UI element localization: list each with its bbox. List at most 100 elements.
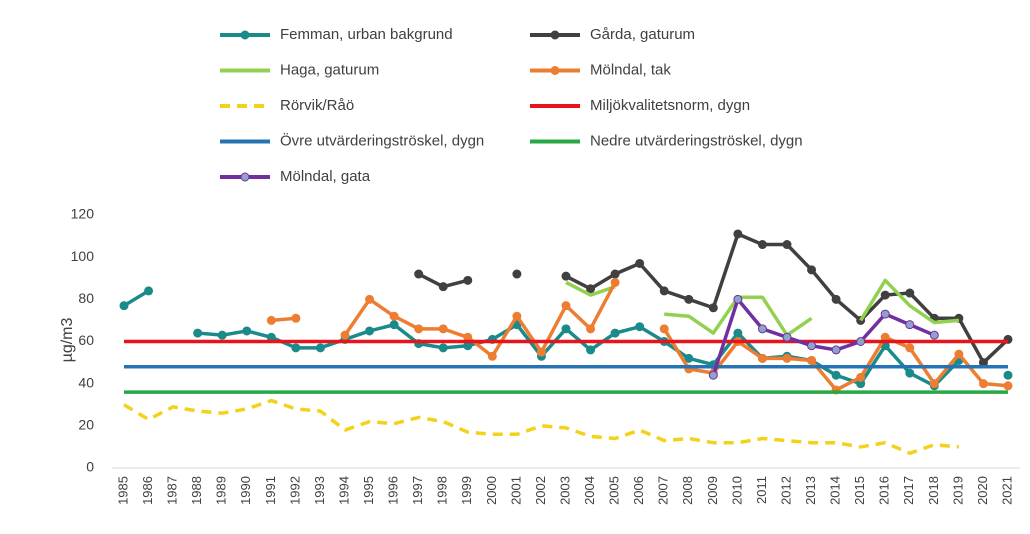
- y-tick-label: 100: [71, 248, 95, 264]
- marker: [119, 301, 129, 311]
- legend-marker: [240, 30, 250, 40]
- legend-label: Haga, gaturum: [280, 61, 379, 78]
- marker: [929, 379, 939, 389]
- marker: [880, 290, 890, 300]
- y-tick-label: 120: [71, 206, 95, 222]
- marker: [463, 275, 473, 285]
- marker: [561, 271, 571, 281]
- legend-label: Femman, urban bakgrund: [280, 26, 453, 43]
- marker: [831, 370, 841, 380]
- marker: [586, 345, 596, 355]
- marker: [733, 328, 743, 338]
- marker: [905, 320, 915, 330]
- marker: [536, 347, 546, 357]
- marker: [1003, 370, 1013, 380]
- legend-label: Nedre utvärderingströskel, dygn: [590, 132, 803, 149]
- marker: [708, 370, 718, 380]
- marker: [807, 265, 817, 275]
- marker: [929, 330, 939, 340]
- marker: [807, 355, 817, 365]
- x-tick-label: 1990: [238, 476, 253, 505]
- x-tick-label: 2014: [828, 476, 843, 505]
- x-tick-label: 2010: [729, 476, 744, 505]
- x-tick-label: 2002: [533, 476, 548, 505]
- y-tick-label: 60: [78, 332, 94, 348]
- legend-marker: [550, 30, 560, 40]
- series-line: [711, 297, 936, 376]
- x-tick-label: 2000: [484, 476, 499, 505]
- x-tick-label: 1996: [386, 476, 401, 505]
- series-line: [123, 398, 960, 455]
- marker: [659, 324, 669, 334]
- marker: [905, 343, 915, 353]
- x-tick-label: 2020: [975, 476, 990, 505]
- marker: [266, 315, 276, 325]
- x-tick-label: 2005: [607, 476, 622, 505]
- x-tick-label: 2016: [877, 476, 892, 505]
- marker: [438, 282, 448, 292]
- marker: [684, 353, 694, 363]
- marker: [954, 349, 964, 359]
- x-tick-label: 2019: [950, 476, 965, 505]
- marker: [315, 343, 325, 353]
- series-line: [859, 278, 960, 325]
- marker: [340, 330, 350, 340]
- marker: [291, 313, 301, 323]
- y-tick-label: 20: [78, 417, 94, 433]
- marker: [782, 353, 792, 363]
- marker: [414, 324, 424, 334]
- marker: [1003, 381, 1013, 391]
- series-line: [343, 281, 617, 359]
- marker: [193, 328, 203, 338]
- marker: [365, 326, 375, 336]
- marker: [512, 269, 522, 279]
- marker: [684, 294, 694, 304]
- x-tick-label: 2013: [803, 476, 818, 505]
- marker: [733, 294, 743, 304]
- marker: [905, 288, 915, 298]
- x-tick-label: 2007: [656, 476, 671, 505]
- x-tick-label: 2021: [999, 476, 1014, 505]
- x-tick-label: 2001: [508, 476, 523, 505]
- marker: [610, 277, 620, 287]
- series-line: [197, 322, 961, 388]
- x-tick-label: 1995: [361, 476, 376, 505]
- x-tick-label: 1994: [336, 476, 351, 505]
- x-tick-label: 2009: [705, 476, 720, 505]
- marker: [610, 328, 620, 338]
- x-tick-label: 1997: [410, 476, 425, 505]
- x-tick-label: 1998: [435, 476, 450, 505]
- marker: [880, 309, 890, 319]
- legend-label: Gårda, gaturum: [590, 26, 695, 43]
- marker: [659, 286, 669, 296]
- marker: [757, 324, 767, 334]
- marker: [635, 258, 645, 268]
- x-tick-label: 2017: [901, 476, 916, 505]
- x-tick-label: 1988: [189, 476, 204, 505]
- x-tick-label: 2004: [582, 476, 597, 505]
- marker: [856, 337, 866, 346]
- x-tick-label: 2008: [680, 476, 695, 505]
- marker: [242, 326, 252, 336]
- marker: [978, 379, 988, 389]
- x-tick-label: 1986: [140, 476, 155, 505]
- marker: [856, 372, 866, 382]
- y-tick-label: 80: [78, 290, 94, 306]
- x-tick-label: 1989: [214, 476, 229, 505]
- marker: [782, 332, 792, 342]
- marker: [733, 229, 743, 239]
- series-line: [565, 280, 616, 297]
- marker: [708, 303, 718, 313]
- marker: [610, 269, 620, 279]
- x-tick-label: 2015: [852, 476, 867, 505]
- marker: [561, 324, 571, 334]
- x-tick-label: 1992: [287, 476, 302, 505]
- marker: [831, 345, 841, 355]
- marker: [905, 368, 915, 378]
- marker: [414, 269, 424, 279]
- y-tick-label: 0: [86, 459, 94, 475]
- marker: [144, 286, 154, 296]
- marker: [586, 284, 596, 294]
- x-tick-label: 2018: [926, 476, 941, 505]
